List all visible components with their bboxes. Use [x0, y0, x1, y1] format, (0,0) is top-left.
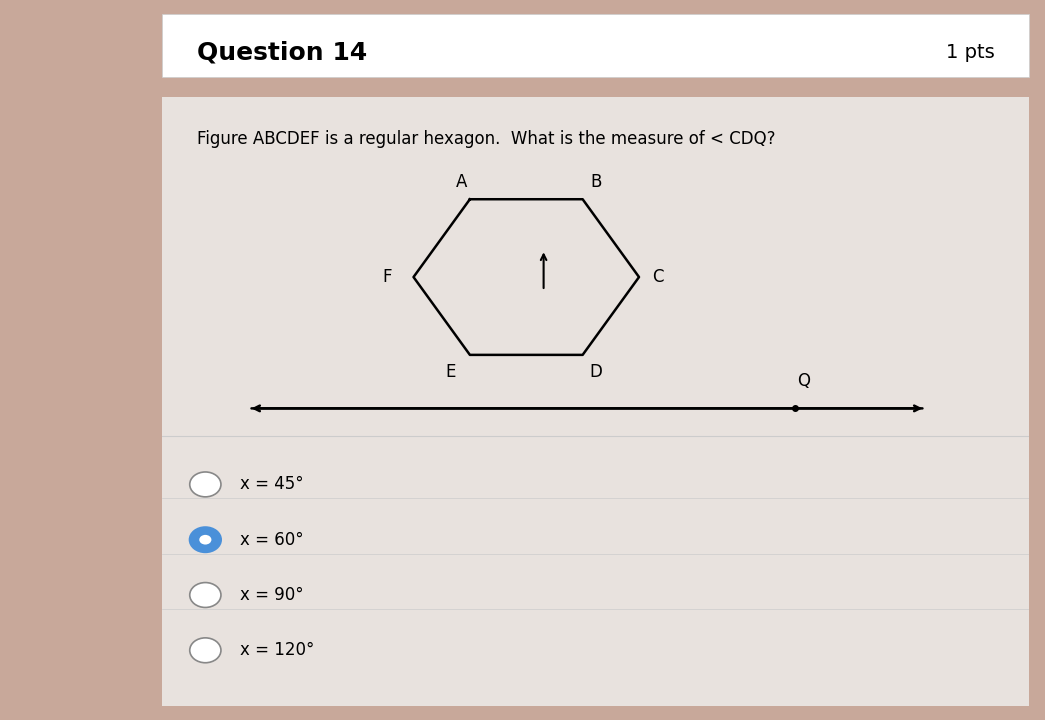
Text: x = 120°: x = 120° — [240, 642, 315, 660]
Bar — [162, 97, 1029, 706]
Text: Q: Q — [797, 372, 810, 390]
Text: C: C — [652, 268, 664, 286]
Circle shape — [190, 582, 220, 608]
Text: x = 90°: x = 90° — [240, 586, 304, 604]
Bar — [162, 14, 1029, 76]
Text: E: E — [445, 363, 456, 381]
Text: 1 pts: 1 pts — [946, 43, 995, 62]
Text: Figure ABCDEF is a regular hexagon.  What is the measure of < CDQ?: Figure ABCDEF is a regular hexagon. What… — [196, 130, 775, 148]
Circle shape — [190, 638, 220, 662]
Circle shape — [190, 527, 220, 552]
Text: x = 45°: x = 45° — [240, 475, 304, 493]
Circle shape — [190, 472, 220, 497]
Circle shape — [200, 535, 211, 544]
Text: D: D — [589, 363, 602, 381]
Text: F: F — [382, 268, 392, 286]
Text: B: B — [590, 173, 601, 191]
Text: Question 14: Question 14 — [196, 40, 367, 64]
Text: x = 60°: x = 60° — [240, 531, 304, 549]
Text: A: A — [456, 173, 467, 191]
